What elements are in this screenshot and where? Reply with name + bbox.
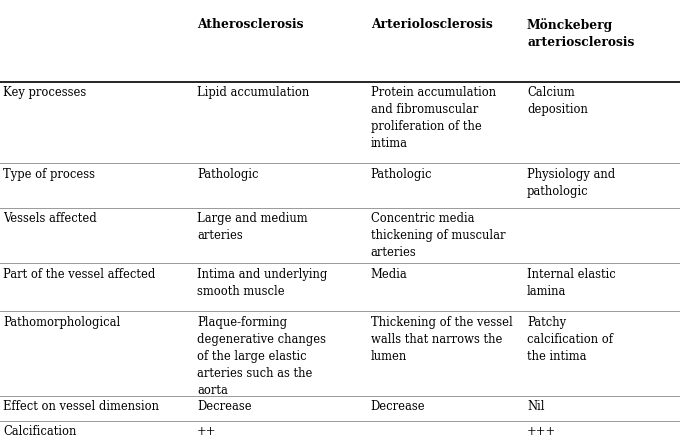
- Text: Pathologic: Pathologic: [371, 168, 432, 181]
- Text: Media: Media: [371, 268, 407, 281]
- Text: Vessels affected: Vessels affected: [3, 212, 97, 225]
- Text: Type of process: Type of process: [3, 168, 95, 181]
- Text: Pathomorphological: Pathomorphological: [3, 316, 120, 329]
- Text: Calcification: Calcification: [3, 425, 77, 438]
- Text: ++: ++: [197, 425, 217, 438]
- Text: Intima and underlying
smooth muscle: Intima and underlying smooth muscle: [197, 268, 328, 297]
- Text: Decrease: Decrease: [371, 400, 425, 413]
- Text: Decrease: Decrease: [197, 400, 252, 413]
- Text: +++: +++: [527, 425, 556, 438]
- Text: Pathologic: Pathologic: [197, 168, 258, 181]
- Text: Atherosclerosis: Atherosclerosis: [197, 18, 304, 31]
- Text: Effect on vessel dimension: Effect on vessel dimension: [3, 400, 159, 413]
- Text: Nil: Nil: [527, 400, 545, 413]
- Text: Calcium
deposition: Calcium deposition: [527, 86, 588, 116]
- Text: Lipid accumulation: Lipid accumulation: [197, 86, 309, 99]
- Text: Part of the vessel affected: Part of the vessel affected: [3, 268, 156, 281]
- Text: Arteriolosclerosis: Arteriolosclerosis: [371, 18, 492, 31]
- Text: Large and medium
arteries: Large and medium arteries: [197, 212, 308, 242]
- Text: Plaque-forming
degenerative changes
of the large elastic
arteries such as the
ao: Plaque-forming degenerative changes of t…: [197, 316, 326, 397]
- Text: Thickening of the vessel
walls that narrows the
lumen: Thickening of the vessel walls that narr…: [371, 316, 512, 363]
- Text: Protein accumulation
and fibromuscular
proliferation of the
intima: Protein accumulation and fibromuscular p…: [371, 86, 496, 150]
- Text: Key processes: Key processes: [3, 86, 86, 99]
- Text: Physiology and
pathologic: Physiology and pathologic: [527, 168, 615, 198]
- Text: Patchy
calcification of
the intima: Patchy calcification of the intima: [527, 316, 613, 363]
- Text: Mönckeberg
arteriosclerosis: Mönckeberg arteriosclerosis: [527, 18, 634, 49]
- Text: Concentric media
thickening of muscular
arteries: Concentric media thickening of muscular …: [371, 212, 505, 259]
- Text: Internal elastic
lamina: Internal elastic lamina: [527, 268, 616, 297]
